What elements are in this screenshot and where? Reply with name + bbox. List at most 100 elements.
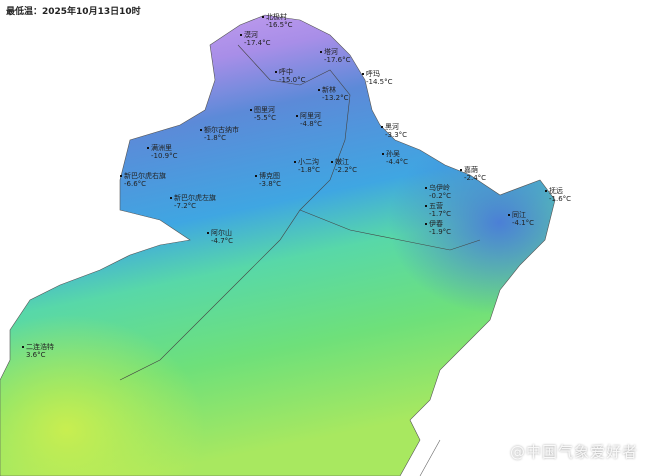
station-temp: -2.2°C: [335, 166, 358, 174]
station-temp: 3.6°C: [26, 351, 46, 359]
station-temp: -4.8°C: [300, 120, 323, 128]
station-dot-icon: [382, 153, 384, 155]
station-dot-icon: [425, 187, 427, 189]
station-temp: -15.0°C: [279, 76, 306, 84]
station-label: 嫩江 -2.2°C: [331, 158, 357, 174]
station-name: 小二沟: [298, 158, 319, 166]
station-name: 新巴尔虎左旗: [174, 194, 216, 202]
station-temp: -3.8°C: [259, 180, 282, 188]
station-dot-icon: [331, 161, 333, 163]
station-temp: -4.4°C: [386, 158, 409, 166]
station-name: 抚远: [549, 187, 563, 195]
station-name: 黑河: [385, 123, 399, 131]
station-temp: -4.7°C: [211, 237, 234, 245]
station-name: 五营: [429, 202, 443, 210]
station-label: 伊春 -1.9°C: [425, 220, 451, 236]
station-temp: -17.4°C: [244, 39, 271, 47]
station-dot-icon: [207, 232, 209, 234]
station-temp: -16.5°C: [266, 21, 293, 29]
station-dot-icon: [255, 175, 257, 177]
station-label: 额尔古纳市 -1.8°C: [200, 126, 239, 142]
station-label: 嘉荫 -2.4°C: [460, 166, 486, 182]
station-temp: -4.1°C: [512, 219, 535, 227]
station-name: 二连浩特: [26, 343, 54, 351]
station-name: 漠河: [244, 31, 258, 39]
watermark: @中国气象爱好者: [509, 443, 638, 461]
station-name: 阿尔山: [211, 229, 232, 237]
station-label: 新巴尔虎右旗 -6.6°C: [120, 172, 166, 188]
station-dot-icon: [200, 129, 202, 131]
station-temp: -1.8°C: [298, 166, 321, 174]
station-temp: -6.6°C: [124, 180, 147, 188]
station-label: 抚远 -1.6°C: [545, 187, 571, 203]
station-name: 呼中: [279, 68, 293, 76]
station-dot-icon: [275, 71, 277, 73]
station-name: 塔河: [324, 48, 338, 56]
station-dot-icon: [508, 214, 510, 216]
station-label: 阿尔山 -4.7°C: [207, 229, 233, 245]
station-temp: -13.2°C: [322, 94, 349, 102]
station-label: 呼中 -15.0°C: [275, 68, 306, 84]
station-temp: -7.2°C: [174, 202, 197, 210]
station-dot-icon: [545, 190, 547, 192]
station-name: 新巴尔虎右旗: [124, 172, 166, 180]
station-label: 阿里河 -4.8°C: [296, 112, 322, 128]
station-name: 北极村: [266, 13, 287, 21]
station-temp: -1.9°C: [429, 228, 452, 236]
station-name: 额尔古纳市: [204, 126, 239, 134]
province-border: [299, 209, 481, 251]
station-label: 同江 -4.1°C: [508, 211, 534, 227]
station-label: 呼玛 -14.5°C: [362, 70, 393, 86]
station-temp: -2.4°C: [464, 174, 487, 182]
station-dot-icon: [240, 34, 242, 36]
station-temp: -3.3°C: [385, 131, 408, 139]
province-border: [119, 44, 351, 381]
station-name: 嘉荫: [464, 166, 478, 174]
station-dot-icon: [425, 205, 427, 207]
station-dot-icon: [262, 16, 264, 18]
station-name: 嫩江: [335, 158, 349, 166]
station-name: 伊春: [429, 220, 443, 228]
station-label: 塔河 -17.6°C: [320, 48, 351, 64]
station-label: 黑河 -3.3°C: [381, 123, 407, 139]
station-label: 漠河 -17.4°C: [240, 31, 271, 47]
station-dot-icon: [294, 161, 296, 163]
station-label: 新巴尔虎左旗 -7.2°C: [170, 194, 216, 210]
station-temp: -5.5°C: [254, 114, 277, 122]
station-name: 阿里河: [300, 112, 321, 120]
station-temp: -1.8°C: [204, 134, 227, 142]
station-temp: -1.6°C: [549, 195, 572, 203]
station-temp: -14.5°C: [366, 78, 393, 86]
station-dot-icon: [250, 109, 252, 111]
station-dot-icon: [147, 147, 149, 149]
station-dot-icon: [22, 346, 24, 348]
station-name: 新林: [322, 86, 336, 94]
station-dot-icon: [318, 89, 320, 91]
station-temp: -0.2°C: [429, 192, 452, 200]
station-dot-icon: [381, 126, 383, 128]
station-label: 新林 -13.2°C: [318, 86, 349, 102]
station-name: 博克图: [259, 172, 280, 180]
station-label: 满洲里 -10.9°C: [147, 144, 178, 160]
station-label: 小二沟 -1.8°C: [294, 158, 320, 174]
station-name: 满洲里: [151, 144, 172, 152]
station-name: 乌伊岭: [429, 184, 450, 192]
station-name: 呼玛: [366, 70, 380, 78]
station-name: 同江: [512, 211, 526, 219]
station-label: 乌伊岭 -0.2°C: [425, 184, 451, 200]
station-label: 图里河 -5.5°C: [250, 106, 276, 122]
station-dot-icon: [320, 51, 322, 53]
station-temp: -10.9°C: [151, 152, 178, 160]
station-label: 二连浩特 3.6°C: [22, 343, 54, 359]
coastline: [419, 439, 441, 476]
station-dot-icon: [120, 175, 122, 177]
station-name: 孙吴: [386, 150, 400, 158]
station-dot-icon: [425, 223, 427, 225]
station-name: 图里河: [254, 106, 275, 114]
station-dot-icon: [296, 115, 298, 117]
station-dot-icon: [170, 197, 172, 199]
station-label: 孙吴 -4.4°C: [382, 150, 408, 166]
station-dot-icon: [460, 169, 462, 171]
station-label: 北极村 -16.5°C: [262, 13, 293, 29]
